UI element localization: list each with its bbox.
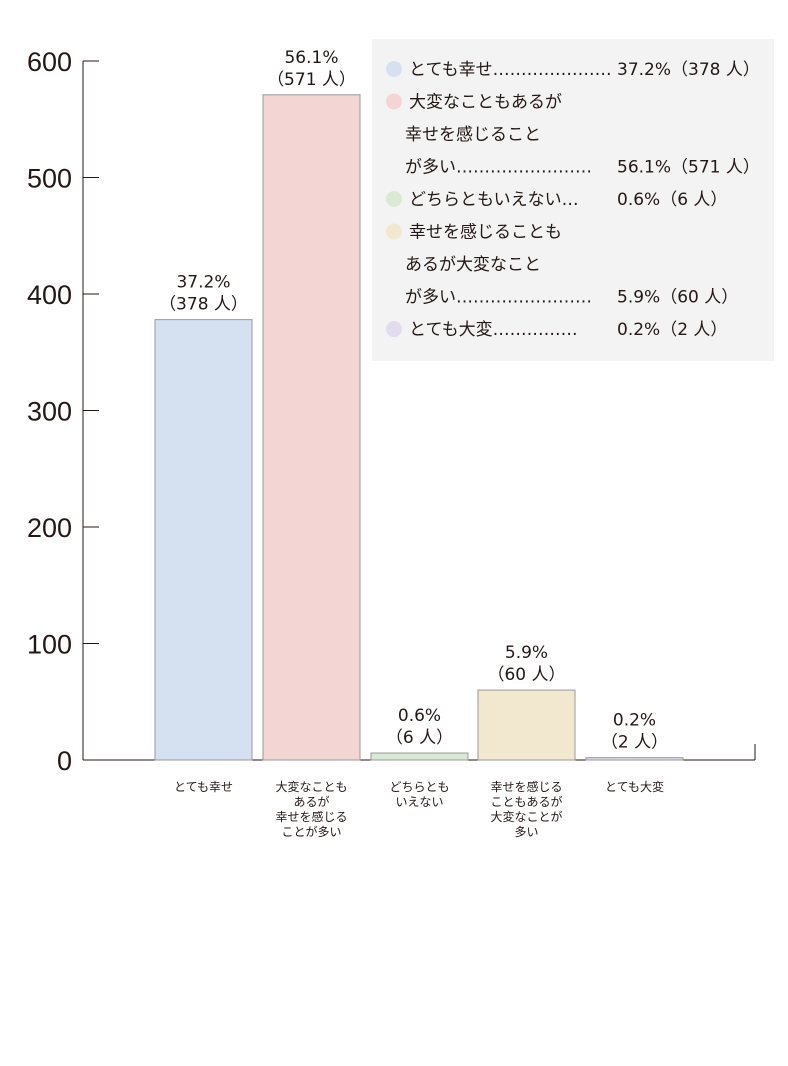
data-label: （60 人） <box>487 665 565 685</box>
y-tick-label: 500 <box>27 164 72 194</box>
data-label: 5.9% <box>505 643 548 663</box>
bars <box>154 94 684 761</box>
legend-marker <box>386 223 402 240</box>
data-label: 0.6% <box>398 706 441 726</box>
legend-label: 幸せを感じることも <box>409 223 562 243</box>
category-label: いえない <box>395 795 443 809</box>
legend-value: 0.2%（2 人） <box>617 320 727 340</box>
data-label: 56.1% <box>284 48 338 68</box>
data-label: （6 人） <box>386 728 453 748</box>
data-label: 0.2% <box>613 711 656 731</box>
legend-value: 0.6%（6 人） <box>617 190 727 210</box>
category-label: あるが <box>293 794 329 809</box>
legend-label: あるが大変なこと <box>405 255 541 275</box>
axes: 0 100 200 300 400 500 600 <box>27 47 756 776</box>
bar <box>154 319 253 761</box>
data-label: （2 人） <box>601 733 668 753</box>
y-tick-label: 200 <box>27 513 72 543</box>
y-tick-label: 0 <box>57 746 72 776</box>
legend-label: が多い…………………… <box>405 158 592 178</box>
data-label: 37.2% <box>176 273 230 293</box>
y-tick-label: 300 <box>27 397 72 427</box>
data-label: （571 人） <box>267 70 356 90</box>
legend-label: とても大変…………… <box>409 320 578 340</box>
bar <box>370 752 469 761</box>
category-label: こともあるが <box>490 794 562 809</box>
y-tick-label: 400 <box>27 280 72 310</box>
category-label: どちらとも <box>389 780 449 794</box>
category-label: 大変なことも <box>275 779 347 794</box>
category-label: 多い <box>514 825 538 839</box>
legend-marker <box>386 61 402 77</box>
legend-marker <box>386 191 402 207</box>
legend-label: とても幸せ………………… <box>409 60 612 80</box>
category-label: 幸せを感じる <box>275 809 347 824</box>
category-label: 幸せを感じる <box>490 779 562 794</box>
legend-label: が多い…………………… <box>405 288 592 308</box>
legend-label: どちらともいえない… <box>409 190 579 210</box>
legend-value: 5.9%（60 人） <box>617 288 738 308</box>
y-tick-label: 100 <box>27 630 72 660</box>
legend-marker <box>386 93 402 110</box>
legend-box <box>372 39 774 361</box>
bar <box>477 689 576 761</box>
y-tick-label: 600 <box>27 47 72 77</box>
data-label: （378 人） <box>159 295 248 315</box>
legend-value: 37.2%（378 人） <box>617 60 760 80</box>
legend-marker <box>386 321 402 337</box>
legend-value: 56.1%（571 人） <box>617 158 760 178</box>
legend-label: 大変なこともあるが <box>409 93 562 113</box>
legend-label: 幸せを感じること <box>405 125 541 145</box>
bar <box>262 94 361 761</box>
data-labels: 37.2%（378 人） 56.1%（571 人） 0.6%（6 人） 5.9%（60… <box>159 48 668 753</box>
category-label: 大変なことが <box>490 809 562 824</box>
bar <box>585 757 684 761</box>
category-label: ことが多い <box>281 824 341 839</box>
category-label: とても大変 <box>605 779 664 794</box>
category-labels: とても幸せ 大変なこともあるが幸せを感じることが多いどちらともいえない幸せを感じる… <box>174 779 664 839</box>
legend: とても幸せ………………… 37.2%（378 人）大変なこともあるが幸せを感じるこ… <box>372 39 774 361</box>
category-label: とても幸せ <box>174 780 233 794</box>
